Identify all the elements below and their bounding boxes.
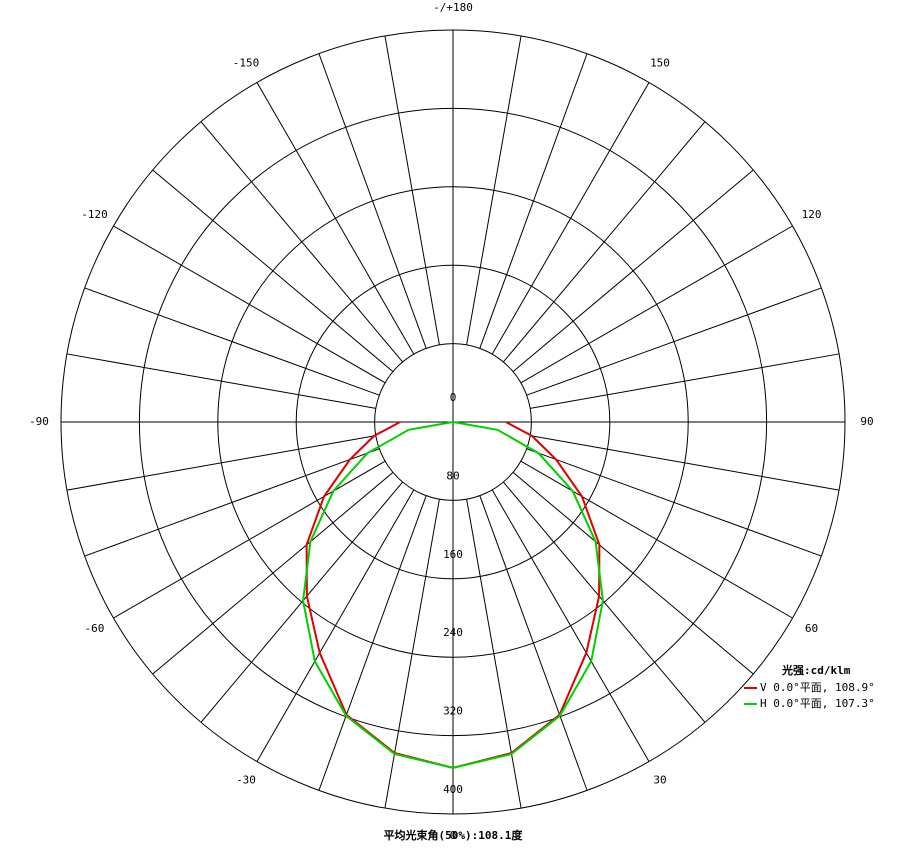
angle-tick-label: 0 — [450, 829, 457, 842]
ring — [295, 264, 611, 580]
angle-tick-label: -30 — [236, 774, 256, 787]
angle-tick-label: 120 — [802, 208, 822, 221]
angle-tick-label: -60 — [85, 622, 105, 635]
r-tick-label: 0 — [450, 391, 457, 404]
ring — [217, 186, 689, 658]
series-line — [302, 421, 604, 769]
polar-grid — [60, 29, 846, 815]
angle-tick-label: -150 — [233, 56, 260, 69]
angle-tick-label: 150 — [650, 56, 670, 69]
angle-tick-label: -90 — [29, 415, 49, 428]
chart-title: 平均光束角(50%):108.1度 — [384, 828, 524, 842]
ring — [374, 343, 532, 501]
legend-label: H 0.0°平面, 107.3° — [760, 697, 875, 710]
r-tick-label: 80 — [446, 469, 459, 482]
angle-tick-label: 90 — [860, 415, 873, 428]
angle-tick-label: -/+180 — [433, 1, 473, 14]
ring — [138, 107, 768, 737]
angle-tick-label: 60 — [805, 622, 818, 635]
angle-tick-label: -120 — [81, 208, 108, 221]
angle-tick-label: 30 — [653, 774, 666, 787]
r-tick-label: 160 — [443, 548, 463, 561]
r-tick-label: 320 — [443, 705, 463, 718]
legend-title: 光强:cd/klm — [781, 663, 851, 677]
r-tick-label: 240 — [443, 626, 463, 639]
legend-label: V 0.0°平面, 108.9° — [760, 681, 875, 694]
r-tick-label: 400 — [443, 783, 463, 796]
ring — [60, 29, 846, 815]
